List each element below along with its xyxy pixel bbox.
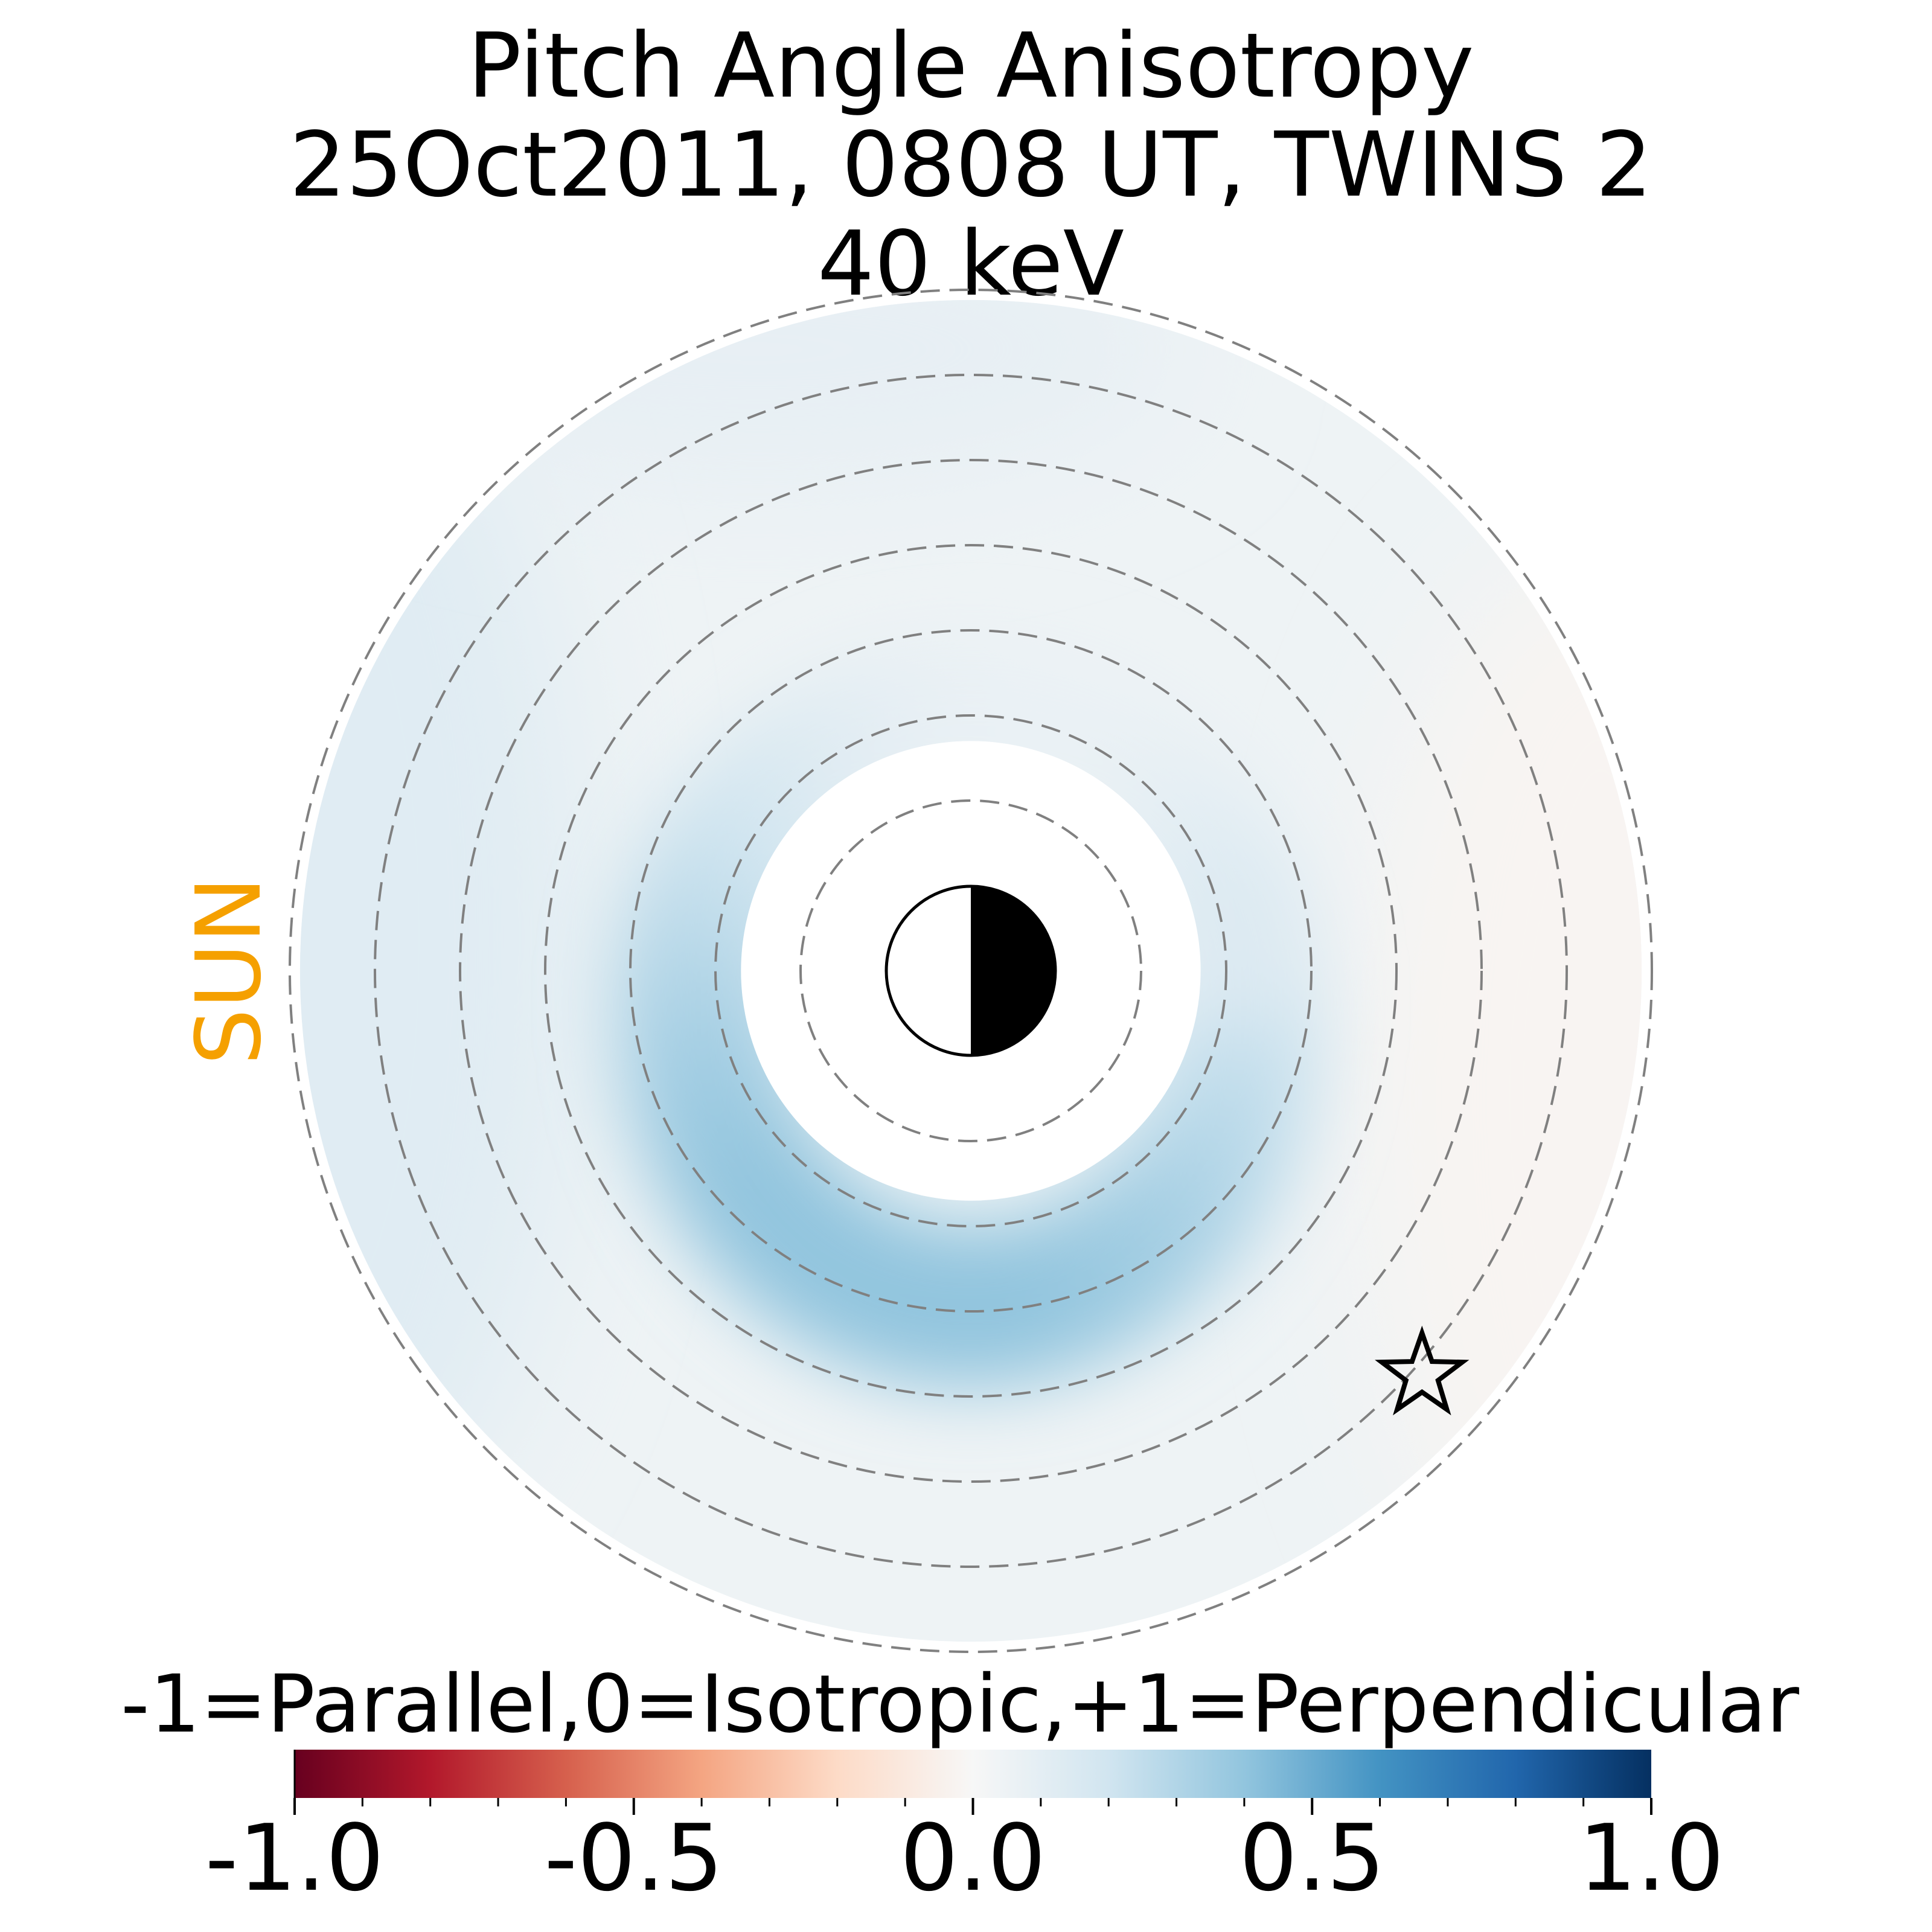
colorbar-tick-label: 0.5 [1239, 1805, 1385, 1911]
ring-8-re [289, 289, 1653, 1653]
earth-symbol [884, 884, 1057, 1057]
colorbar-tick-label: -0.5 [544, 1805, 723, 1911]
star-marker [1375, 1325, 1470, 1416]
heatmap-dusk-region [1362, 545, 1642, 1642]
ring-3-re [714, 714, 1227, 1227]
earth-nightside [971, 886, 1055, 1055]
colorbar-ticks: -1.0 -0.5 0.0 0.5 1.0 [205, 1750, 1724, 1911]
heatmap-dayside-flank [299, 341, 580, 1533]
ring-4-re [629, 629, 1313, 1313]
sun-direction-label: SUN [177, 877, 281, 1066]
ring-2-re [799, 799, 1142, 1142]
radial-distance-rings [289, 289, 1653, 1653]
title-line-2: 25Oct2011, 0808 UT, TWINS 2 [289, 113, 1652, 217]
colorbar-scale [295, 1750, 1651, 1798]
ring-7-re [374, 374, 1568, 1568]
chart-title: Pitch Angle Anisotropy 25Oct2011, 0808 U… [289, 14, 1652, 316]
colorbar: -1=Parallel,0=Isotropic,+1=Perpendicular… [121, 1658, 1800, 1911]
colorbar-tick-label: 0.0 [900, 1805, 1046, 1911]
ring-6-re [459, 459, 1483, 1483]
spacecraft-star-marker [1375, 1325, 1470, 1416]
colorbar-label: -1=Parallel,0=Isotropic,+1=Perpendicular [121, 1658, 1800, 1751]
title-line-1: Pitch Angle Anisotropy [467, 14, 1474, 118]
colorbar-tick-label: 1.0 [1578, 1805, 1724, 1911]
anisotropy-polar-map [289, 289, 1653, 1653]
heatmap-band-cell [1157, 862, 1320, 1024]
colorbar-tick-label: -1.0 [205, 1805, 385, 1911]
ring-5-re [544, 544, 1398, 1398]
earth-outline [884, 884, 1057, 1057]
